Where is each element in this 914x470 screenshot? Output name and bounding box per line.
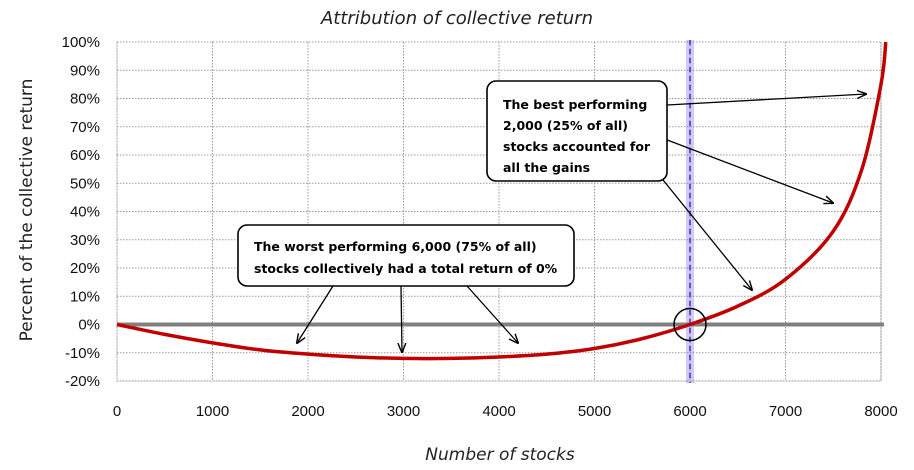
y-tick-label: 30% — [70, 232, 100, 249]
tick-labels: 100% 90% 80% 70% 60% 50% 40% 30% 20% 10% 0% -10% -20… — [62, 34, 898, 420]
reference-line-layer — [686, 40, 694, 383]
y-tick-label: -10% — [65, 345, 100, 362]
annotation-text: The worst performing 6,000 (75% of all) — [254, 239, 537, 254]
x-tick-label: 0 — [113, 403, 121, 420]
x-tick-label: 6000 — [673, 403, 706, 420]
y-tick-label: -20% — [65, 373, 100, 390]
annotation-arrow — [666, 94, 866, 106]
y-tick-label: 20% — [70, 260, 100, 277]
annotation-arrow — [401, 285, 402, 352]
y-tick-label: 60% — [70, 147, 100, 164]
y-tick-label: 40% — [70, 204, 100, 221]
x-tick-label: 4000 — [482, 403, 515, 420]
annotation-box — [486, 80, 668, 182]
y-axis-label: Percent of the collective return — [17, 79, 37, 342]
annotation-arrow — [466, 285, 518, 343]
y-tick-label: 80% — [70, 91, 100, 108]
x-tick-label: 7000 — [769, 403, 802, 420]
y-tick-label: 10% — [70, 288, 100, 305]
y-tick-label: 50% — [70, 175, 100, 192]
x-tick-label: 1000 — [196, 403, 229, 420]
y-tick-label: 70% — [70, 119, 100, 136]
annotation-text: stocks accounted for — [503, 139, 651, 154]
y-tick-label: 100% — [62, 34, 100, 51]
annotation-arrow — [658, 174, 752, 290]
x-axis-label: Number of stocks — [425, 445, 575, 465]
annotation-text: 2,000 (25% of all) — [503, 118, 628, 133]
annotation-worst: The worst performing 6,000 (75% of all) s… — [237, 224, 575, 287]
annotation-arrow — [297, 285, 334, 343]
x-tick-label: 8000 — [864, 403, 897, 420]
x-tick-label: 2000 — [291, 403, 324, 420]
series-layer — [116, 41, 888, 361]
y-tick-label: 0% — [78, 317, 100, 334]
annotation-text: stocks collectively had a total return o… — [254, 261, 558, 276]
crossover-circle — [673, 307, 707, 342]
annotation-arrow — [661, 137, 833, 203]
x-tick-label: 3000 — [387, 403, 420, 420]
chart-title: Attribution of collective return — [320, 8, 593, 29]
plot-border — [116, 41, 882, 382]
annotation-text: The best performing — [503, 97, 647, 112]
annotation-best: The best performing 2,000 (25% of all) sto… — [486, 80, 668, 182]
annotation-box — [237, 224, 575, 287]
series-line — [116, 41, 888, 361]
y-tick-label: 90% — [70, 62, 100, 79]
annotations: The worst performing 6,000 (75% of all) s… — [237, 80, 866, 352]
annotation-text: all the gains — [503, 160, 590, 175]
x-tick-label: 5000 — [578, 403, 611, 420]
